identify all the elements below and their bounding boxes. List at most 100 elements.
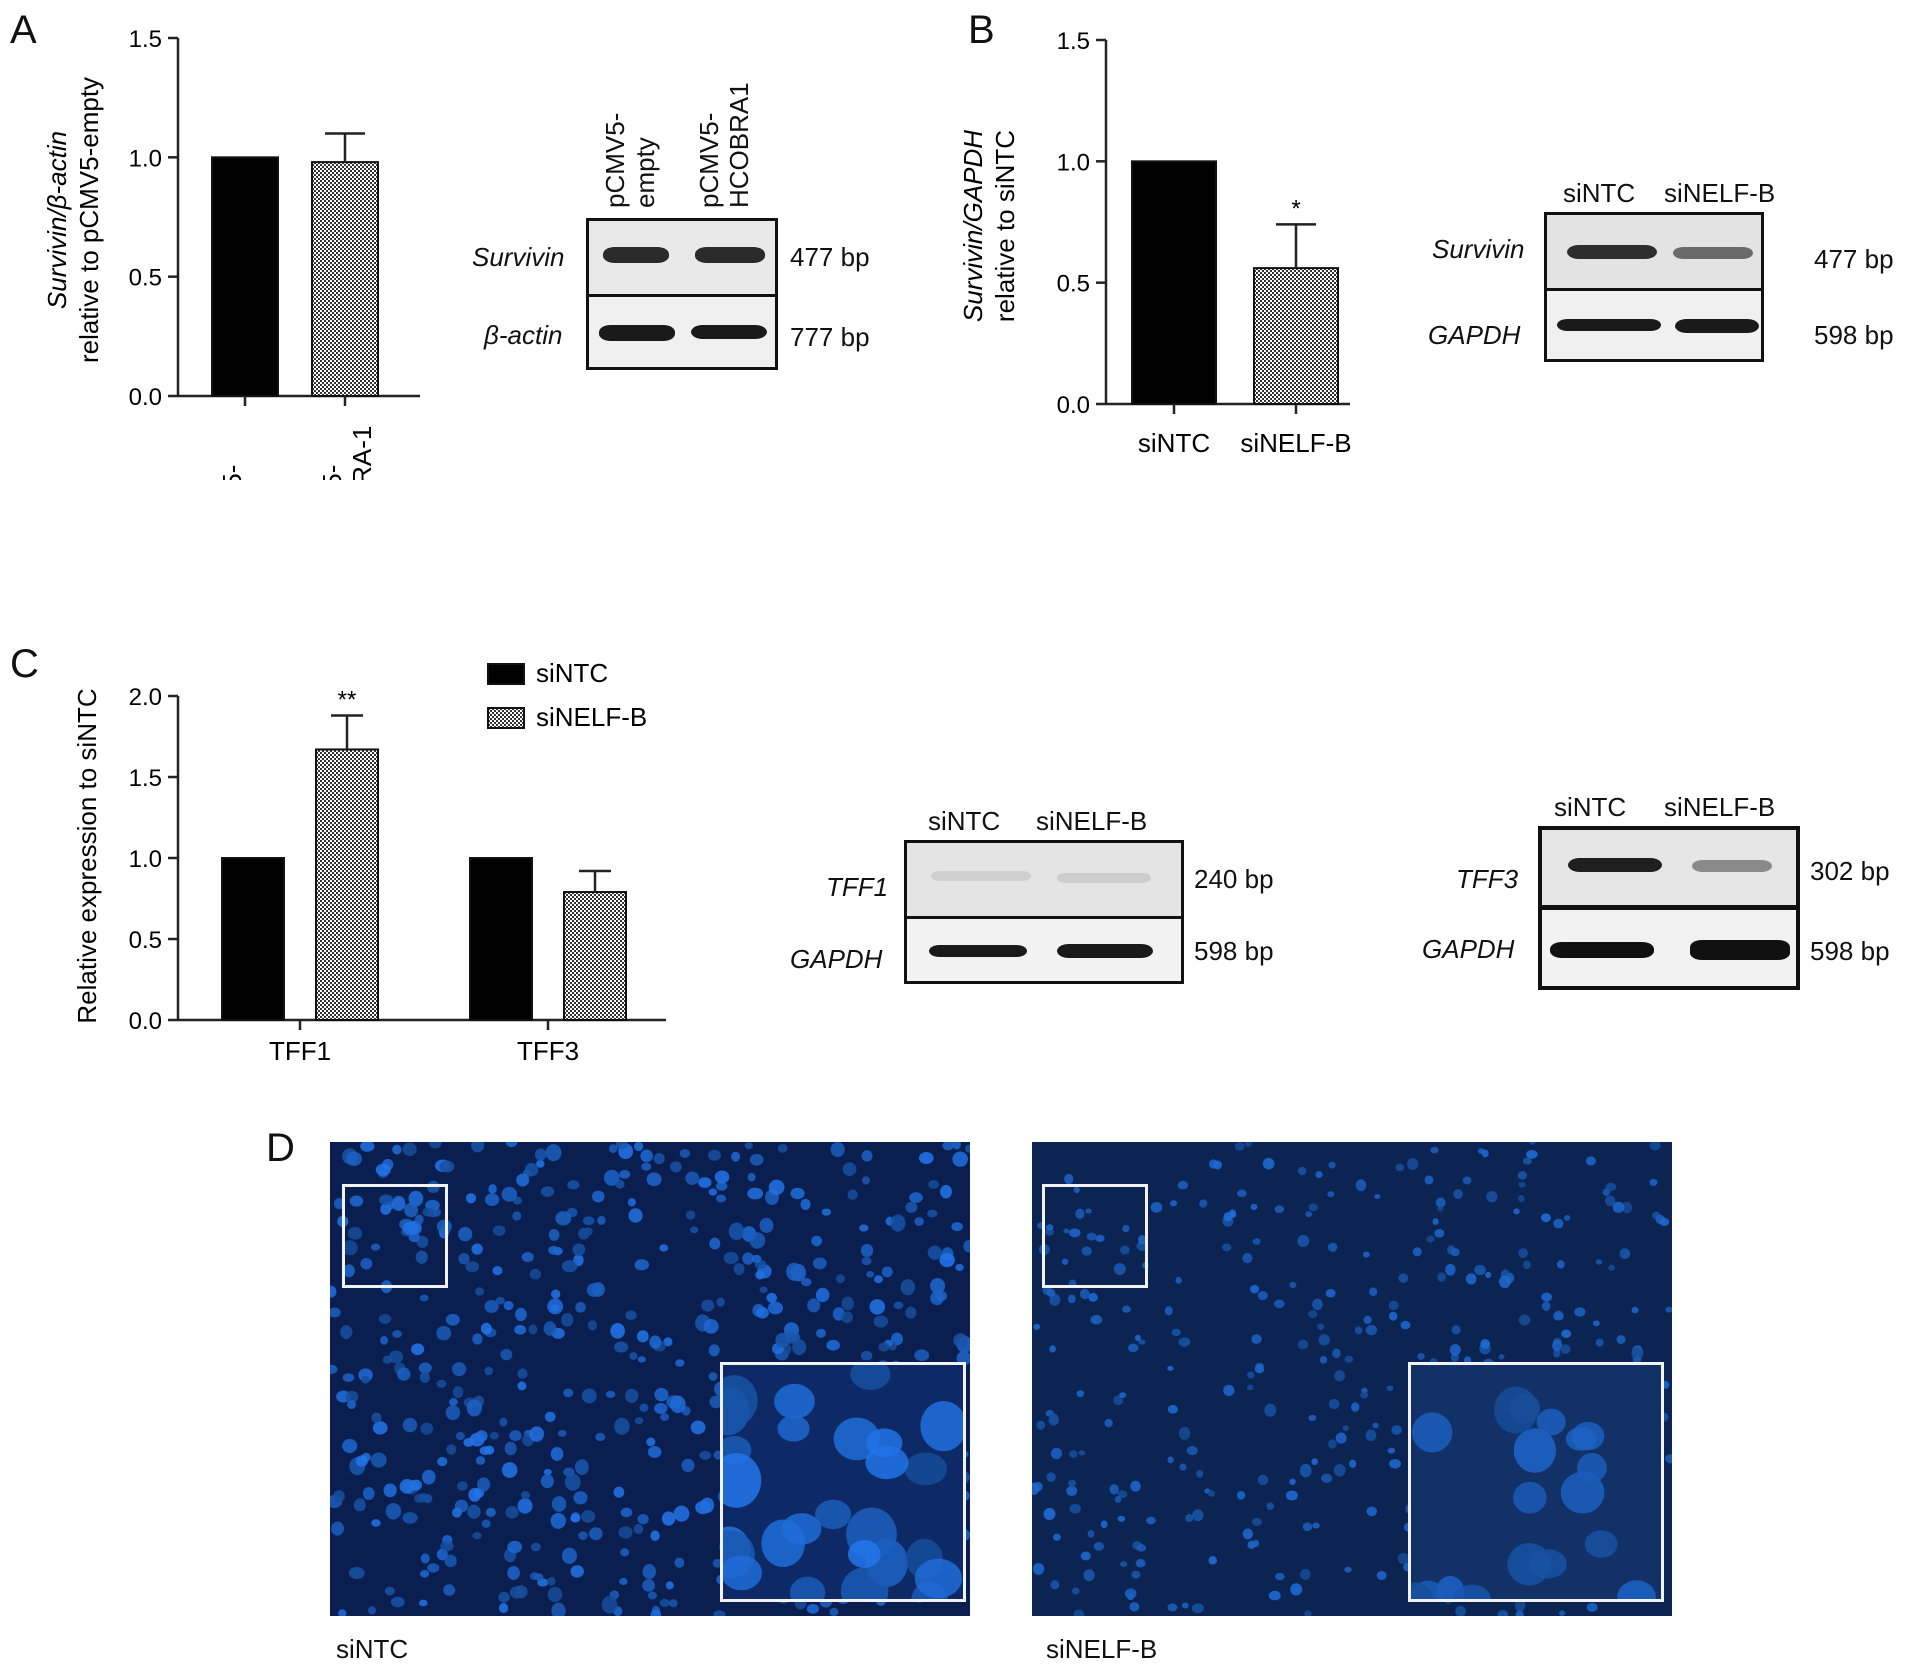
nucleus <box>878 1342 890 1352</box>
nucleus <box>399 1478 415 1494</box>
nucleus <box>918 1151 934 1165</box>
gel-b-lane-1: siNTC <box>1563 178 1636 208</box>
nucleus <box>619 1577 628 1586</box>
nucleus <box>392 1330 402 1338</box>
nucleus <box>1311 1458 1318 1466</box>
bar <box>311 161 379 397</box>
nucleus <box>418 1362 432 1374</box>
gel-c2-lane-2: siNELF-B <box>1664 792 1776 822</box>
nucleus <box>1513 1428 1557 1473</box>
nucleus <box>458 1252 470 1265</box>
nucleus <box>1178 1426 1191 1440</box>
nucleus <box>900 1279 916 1296</box>
nucleus <box>349 1195 364 1207</box>
nucleus <box>543 1321 557 1336</box>
nucleus <box>385 1502 402 1520</box>
nucleus <box>1138 1339 1146 1345</box>
nucleus <box>731 1151 741 1162</box>
gel-a-row2-label: β-actin <box>484 320 563 350</box>
nucleus <box>633 1523 644 1535</box>
nucleus <box>1541 1292 1553 1302</box>
nucleus <box>475 1456 486 1465</box>
nucleus <box>1558 1610 1566 1616</box>
nucleus <box>1518 1195 1525 1203</box>
nucleus <box>1109 1484 1119 1495</box>
nucleus <box>953 1333 968 1348</box>
nucleus <box>1043 1507 1056 1521</box>
caption-sintc: siNTC <box>336 1634 409 1664</box>
nucleus <box>1617 1580 1656 1599</box>
nucleus <box>1369 1287 1378 1296</box>
nucleus <box>1513 1481 1547 1514</box>
nucleus <box>1104 1418 1113 1428</box>
gel-c2-row-tff3 <box>1542 830 1796 910</box>
nucleus <box>1523 1260 1531 1270</box>
gel-c1-row1-label: TFF1 <box>826 872 889 902</box>
nucleus <box>595 1432 606 1442</box>
nucleus <box>472 1333 483 1345</box>
nucleus <box>1351 1402 1360 1412</box>
nucleus <box>1565 1427 1597 1451</box>
nucleus <box>815 1287 830 1303</box>
nucleus <box>841 1311 854 1324</box>
nucleus <box>564 1473 581 1491</box>
nucleus <box>1120 1245 1130 1255</box>
nucleus <box>392 1195 405 1207</box>
nucleus <box>1497 1610 1509 1616</box>
nucleus <box>914 1558 962 1599</box>
nucleus <box>1119 1561 1128 1568</box>
nucleus <box>1032 1562 1045 1575</box>
band <box>1692 860 1772 872</box>
nucleus <box>1076 1390 1085 1398</box>
band <box>1675 319 1759 333</box>
nucleus <box>1612 1201 1625 1213</box>
nucleus <box>1117 1490 1128 1499</box>
nucleus <box>1130 1480 1141 1492</box>
bar <box>221 857 285 1021</box>
nucleus <box>1437 1272 1446 1282</box>
band <box>931 871 1031 881</box>
y-tick-label: 1.5 <box>129 765 162 792</box>
nucleus <box>890 1214 906 1232</box>
zoom-inset <box>1408 1362 1664 1602</box>
nucleus <box>608 1144 618 1154</box>
nucleus <box>866 1428 903 1458</box>
nucleus <box>1181 1602 1189 1609</box>
nucleus <box>1167 1456 1174 1464</box>
nucleus <box>952 1151 968 1167</box>
nucleus <box>1432 1218 1439 1226</box>
nucleus <box>1517 1171 1528 1180</box>
nucleus <box>801 1277 812 1287</box>
nucleus <box>744 1142 753 1150</box>
nucleus <box>1435 1197 1446 1208</box>
nucleus <box>830 1142 845 1158</box>
nucleus <box>1073 1609 1085 1616</box>
nucleus <box>689 1226 699 1234</box>
nucleus <box>1407 1158 1419 1170</box>
nucleus <box>1213 1160 1223 1170</box>
nucleus <box>940 1184 952 1199</box>
nucleus <box>1659 1217 1670 1227</box>
nucleus <box>419 1371 430 1383</box>
nucleus <box>625 1310 637 1321</box>
gel-c2-lane-1: siNTC <box>1554 792 1627 822</box>
nucleus <box>634 1417 644 1425</box>
nuclei-zoom <box>723 1365 963 1599</box>
nucleus <box>624 1388 639 1403</box>
nucleus <box>379 1194 394 1206</box>
nucleus <box>1289 1281 1297 1289</box>
nucleus <box>520 1491 531 1500</box>
nucleus <box>1327 1242 1338 1252</box>
nucleus <box>543 1468 552 1476</box>
y-tick-label: 1.0 <box>129 846 162 873</box>
nucleus <box>905 1201 918 1213</box>
nucleus <box>488 1184 497 1194</box>
nucleus <box>1081 1246 1092 1256</box>
nucleus <box>747 1173 756 1182</box>
nucleus <box>775 1332 790 1348</box>
nucleus <box>575 1301 586 1313</box>
nucleus <box>1300 1568 1311 1580</box>
nucleus <box>370 1243 381 1251</box>
nucleus <box>646 1437 656 1447</box>
nucleus <box>835 1274 845 1284</box>
